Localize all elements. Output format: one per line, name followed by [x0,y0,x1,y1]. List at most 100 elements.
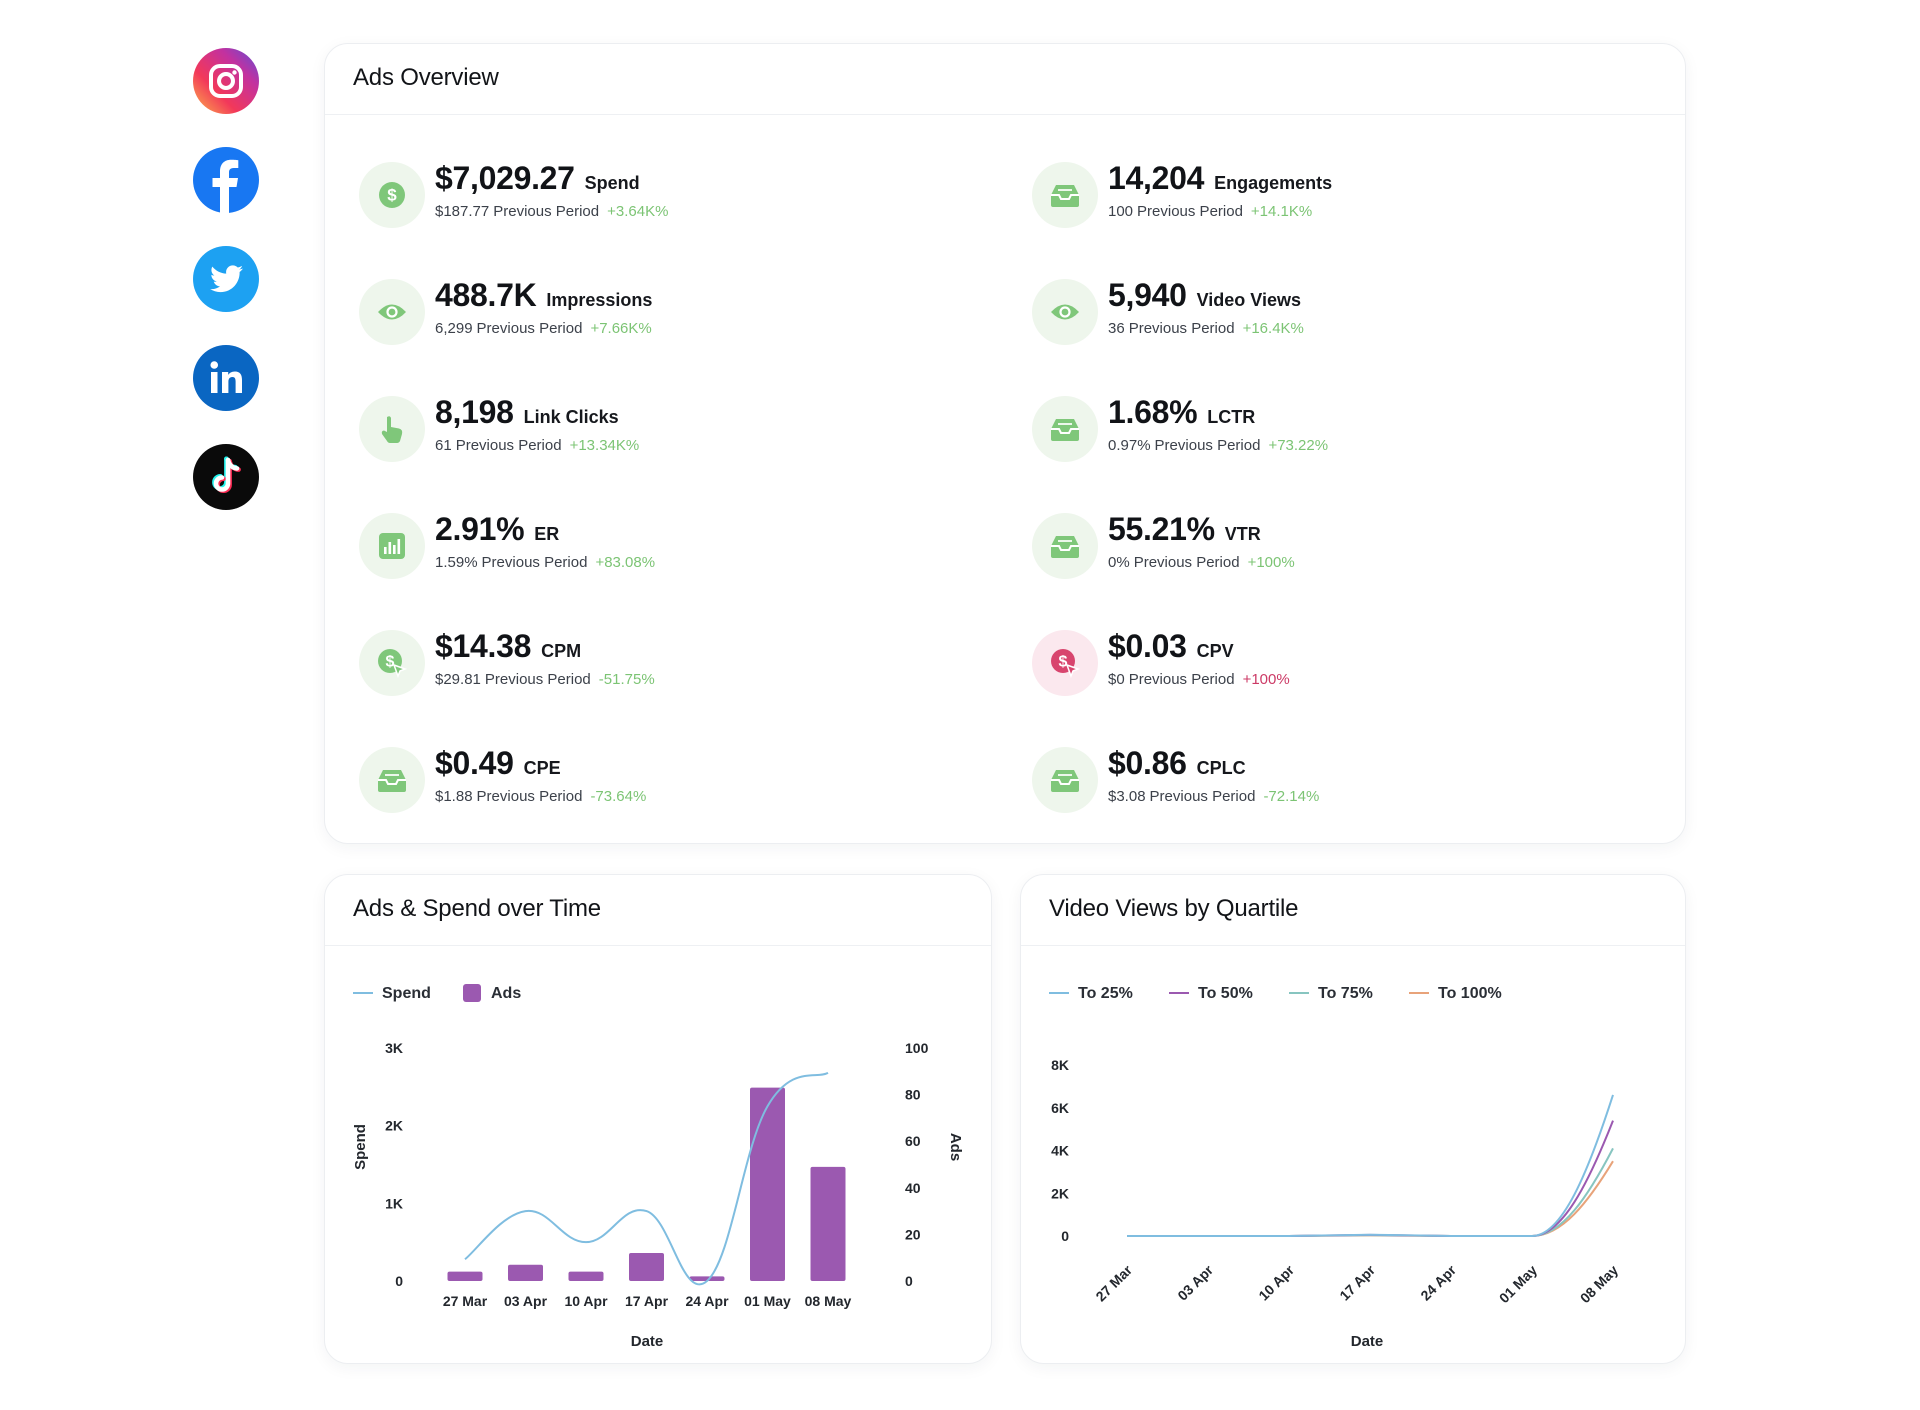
metric-video-views: 5,940 Video Views 36 Previous Period +16.4… [1032,277,1652,353]
social-tiktok[interactable] [193,444,259,510]
change-percent: -73.64% [590,788,647,805]
social-network-sidebar [172,27,280,543]
x-axis-title: Date [1351,1333,1384,1350]
metric-label: CPE [523,758,561,778]
ads-bar [810,1166,846,1281]
card-title: Ads Overview [353,64,499,91]
previous-period-label: Previous Period [1137,203,1243,220]
quartile-line [1127,1147,1614,1237]
ads-bar [508,1264,543,1281]
eye-icon [359,279,425,345]
x-tick-label: 24 Apr [685,1293,729,1309]
x-tick-label: 27 Mar [443,1293,488,1309]
x-tick-label: 01 May [744,1293,791,1309]
change-percent: +16.4K% [1242,320,1304,337]
x-axis-title: Date [631,1333,664,1350]
video-views-quartile-card: Video Views by Quartile To 25% To 50% To 7… [1020,874,1686,1364]
quartile-line [1127,1120,1614,1237]
previous-period-label: Previous Period [1133,554,1240,571]
previous-period-label: Previous Period [476,320,583,337]
instagram-icon [193,48,259,114]
previous-value: 0.97% [1108,437,1151,454]
y-tick-label: 0 [1061,1228,1069,1244]
metric-value: $0.03 [1108,628,1187,664]
metric-value: $0.86 [1108,745,1187,781]
dollar-cursor-icon: $ [1032,630,1098,696]
social-facebook[interactable] [193,147,259,213]
x-tick-label: 24 Apr [1417,1261,1459,1303]
card-divider [1021,945,1685,946]
metric-spend: $ $7,029.27 Spend $187.77 Previous Period… [359,160,979,236]
previous-value: $187.77 [435,203,490,220]
y2-tick-label: 80 [905,1087,921,1103]
dollar-cursor-icon: $ [359,630,425,696]
change-percent: +14.1K% [1250,203,1313,220]
card-divider [325,945,991,946]
metric-value: 488.7K [435,277,537,313]
x-tick-label: 08 May [1577,1262,1621,1306]
y-tick-label: 0 [395,1273,403,1289]
y2-axis-title: Ads [947,1133,964,1161]
svg-text:$: $ [1059,654,1068,671]
change-percent: +3.64K% [607,203,669,220]
previous-value: $3.08 [1108,788,1146,805]
x-tick-label: 08 May [805,1293,852,1309]
metric-label: VTR [1224,524,1261,544]
metric-cpv: $ $0.03 CPV $0 Previous Period +100% [1032,628,1652,704]
pointer-hand-icon [359,396,425,462]
metric-cpm: $ $14.38 CPM $29.81 Previous Period -51.75… [359,628,979,704]
previous-value: 1.59% [435,554,478,571]
legend-ads-label: Ads [491,985,521,1002]
ads-bar [568,1271,604,1281]
card-title: Ads & Spend over Time [353,895,601,922]
metric-value: 1.68% [1108,394,1198,430]
previous-period-label: Previous Period [1149,788,1256,805]
change-percent: +83.08% [595,554,656,571]
metric-label: Link Clicks [523,407,619,427]
metric-value: $0.49 [435,745,514,781]
previous-period-label: Previous Period [476,788,583,805]
change-percent: +100% [1247,554,1295,571]
ads-bar [447,1271,483,1281]
metric-vtr: 55.21% VTR 0% Previous Period +100% [1032,511,1652,587]
x-tick-label: 10 Apr [1255,1261,1297,1303]
metric-label: Engagements [1214,173,1333,193]
legend-spend-label: Spend [382,985,431,1002]
change-percent: +13.34K% [569,437,640,454]
social-linkedin[interactable] [193,345,259,411]
y-tick-label: 2K [1051,1185,1069,1201]
bar-chart-icon [359,513,425,579]
inbox-icon [1032,513,1098,579]
y-axis-title: Spend [352,1124,369,1170]
video-views-quartile-chart: To 25% To 50% To 75% To 100% 0 2K 4K 6K 8K 27 Mar… [1049,985,1621,1350]
y-tick-label: 1K [385,1195,403,1211]
ads-bar [629,1253,664,1281]
x-tick-label: 17 Apr [1336,1261,1378,1303]
y2-tick-label: 40 [905,1180,921,1196]
previous-value: 100 [1108,203,1134,220]
metric-label: CPLC [1196,758,1246,778]
metric-label: LCTR [1207,407,1256,427]
social-twitter[interactable] [193,246,259,312]
y-tick-label: 3K [385,1040,403,1056]
metric-value: 2.91% [435,511,525,547]
change-percent: -51.75% [598,671,655,688]
metric-label: ER [534,524,560,544]
quartile-line [1127,1160,1614,1237]
linkedin-icon [193,345,259,411]
metric-label: Impressions [546,290,653,310]
metric-cpe: $0.49 CPE $1.88 Previous Period -73.64% [359,745,979,821]
change-percent: +7.66K% [590,320,652,337]
legend-label: To 75% [1318,985,1373,1002]
metric-engagements: 14,204 Engagements 100 Previous Period +14… [1032,160,1652,236]
y2-tick-label: 60 [905,1133,921,1149]
inbox-icon [1032,747,1098,813]
metric-value: 5,940 [1108,277,1187,313]
previous-period-label: Previous Period [484,671,591,688]
previous-value: $29.81 [435,671,481,688]
quartile-line [1127,1094,1614,1237]
metric-value: 55.21% [1108,511,1215,547]
svg-text:$: $ [387,186,397,205]
x-tick-label: 01 May [1496,1262,1540,1306]
social-instagram[interactable] [172,27,280,135]
